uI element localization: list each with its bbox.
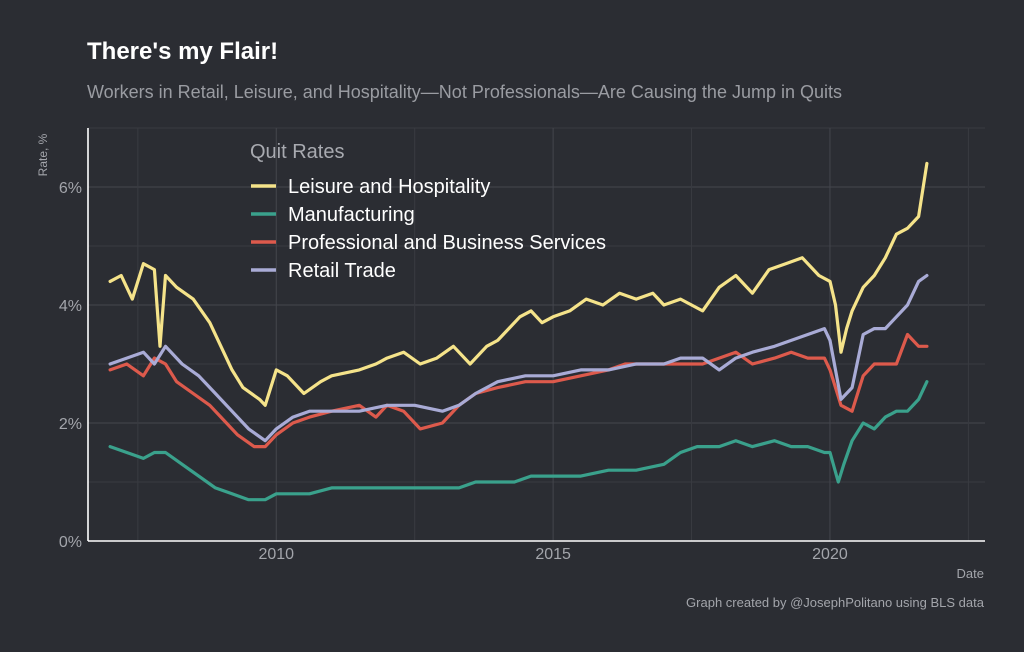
legend-label: Retail Trade: [288, 260, 396, 282]
y-tick-label: 6%: [59, 180, 82, 197]
axes: [87, 128, 985, 542]
x-tick-label: 2010: [258, 546, 294, 563]
x-tick-labels: 2010 2015 2020: [258, 546, 847, 563]
series-line-manufacturing: [108, 380, 929, 502]
y-tick-label: 2%: [59, 416, 82, 433]
legend-label: Manufacturing: [288, 204, 415, 226]
series-line-retail-trade: [108, 273, 929, 443]
grid-lines: [88, 127, 985, 541]
legend-label: Professional and Business Services: [288, 232, 606, 254]
chart-caption: Graph created by @JosephPolitano using B…: [686, 595, 984, 610]
chart-subtitle: Workers in Retail, Leisure, and Hospital…: [87, 82, 842, 102]
legend-title: Quit Rates: [250, 141, 344, 163]
y-tick-labels: 0% 2% 4% 6%: [59, 180, 82, 551]
y-tick-label: 4%: [59, 298, 82, 315]
x-tick-label: 2015: [535, 546, 571, 563]
x-axis-label: Date: [957, 566, 984, 581]
series-line-leisure-and-hospitality: [108, 161, 929, 407]
legend: Quit Rates Leisure and Hospitality Manufa…: [250, 141, 606, 282]
series-line-professional-and-business-services: [108, 332, 929, 449]
x-tick-label: 2020: [812, 546, 848, 563]
chart-title: There's my Flair!: [87, 38, 279, 65]
y-axis-label: Rate, %: [36, 133, 50, 176]
legend-label: Leisure and Hospitality: [288, 176, 490, 198]
series-lines: [108, 161, 929, 502]
y-tick-label: 0%: [59, 534, 82, 551]
